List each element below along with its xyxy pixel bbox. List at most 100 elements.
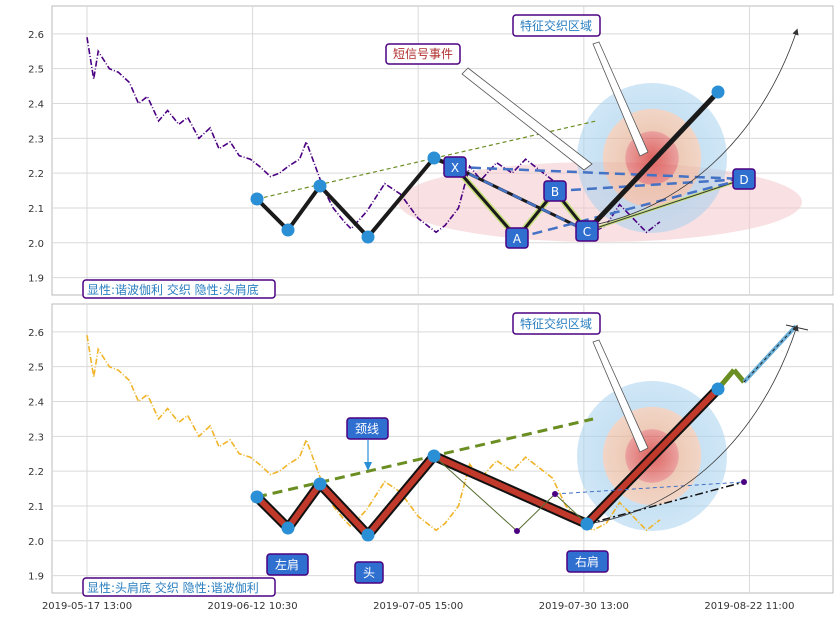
hidden-bd xyxy=(554,481,745,495)
hs-segment xyxy=(432,453,589,527)
xabcd-segment xyxy=(453,166,519,239)
y-tick-label: 1.9 xyxy=(28,572,44,583)
label-left-shoulder: 左肩 xyxy=(266,553,309,576)
target-path-dash xyxy=(743,325,797,383)
pivot-marker xyxy=(711,85,725,99)
x-tick-label: 2019-05-17 13:00 xyxy=(42,601,132,612)
xabcd-ratio-line xyxy=(454,165,588,233)
y-tick-label: 2.1 xyxy=(28,204,44,215)
target-path xyxy=(732,368,746,384)
bottom-pattern-markers xyxy=(250,382,747,542)
pivot-marker xyxy=(313,477,327,491)
hs-segment xyxy=(317,481,371,538)
pt-C-text: C xyxy=(583,225,591,239)
bottom-caption-text: 显性:头肩底 交织 隐性:谐波伽利 xyxy=(87,580,259,595)
zigzag-segment xyxy=(286,184,322,232)
x-tick-label: 2019-07-30 13:00 xyxy=(539,601,629,612)
zigzag-segment xyxy=(255,197,290,232)
label-D: D xyxy=(732,168,756,190)
pivot-marker xyxy=(250,192,264,206)
hs-segment xyxy=(254,494,291,531)
right-shoulder-text: 右肩 xyxy=(575,554,599,569)
top-feature-arrow xyxy=(592,41,649,157)
feature-zone-top-text: 特征交织区域 xyxy=(520,18,592,33)
top-projection-curve xyxy=(587,28,799,227)
pivot-dot xyxy=(741,479,747,485)
pivot-dot xyxy=(514,528,520,534)
label-feature-zone-top: 特征交织区域 xyxy=(512,14,601,37)
label-A: A xyxy=(505,227,529,249)
pivot-marker xyxy=(711,382,725,396)
label-neckline: 颈线 xyxy=(346,417,389,440)
top-short-signal-arrow xyxy=(461,67,593,171)
y-tick-label: 2.2 xyxy=(28,169,44,180)
y-tick-label: 2.3 xyxy=(28,134,44,145)
pivot-marker xyxy=(281,521,295,535)
pivot-marker xyxy=(281,223,295,237)
breakout-segment xyxy=(585,90,720,233)
neckline-text: 颈线 xyxy=(355,422,379,436)
pivot-marker xyxy=(427,151,441,165)
pivot-marker xyxy=(427,449,441,463)
top-pattern-lines xyxy=(255,90,745,240)
x-tick-label: 2019-06-12 10:30 xyxy=(208,601,298,612)
bottom-feature-arrow xyxy=(592,339,649,453)
pivot-marker xyxy=(580,517,594,531)
head-text: 头 xyxy=(363,566,375,580)
pivot-marker xyxy=(361,230,375,244)
label-right-shoulder: 右肩 xyxy=(566,550,609,573)
zigzag-segment xyxy=(366,156,436,239)
hidden-harmonic xyxy=(433,455,518,532)
hidden-harmonic xyxy=(554,493,588,525)
label-top-caption: 显性:谐波伽利 交织 隐性:头肩底 xyxy=(82,279,276,299)
label-head: 头 xyxy=(354,561,384,584)
neckline-dashed xyxy=(256,417,594,499)
pt-A-text: A xyxy=(513,232,522,246)
hs-segment xyxy=(285,482,323,530)
label-feature-zone-bottom: 特征交织区域 xyxy=(512,312,601,335)
y-tick-label: 2.6 xyxy=(28,30,44,41)
y-tick-label: 1.9 xyxy=(28,274,44,285)
label-X: X xyxy=(443,156,467,178)
feature-zone-bottom-text: 特征交织区域 xyxy=(520,316,592,331)
hidden-cd xyxy=(586,481,745,525)
top-panel xyxy=(86,28,802,244)
hs-segment xyxy=(365,454,437,537)
y-tick-label: 2.4 xyxy=(28,99,44,110)
pivot-marker xyxy=(313,179,327,193)
pt-D-text: D xyxy=(739,173,748,187)
top-caption-text: 显性:谐波伽利 交织 隐性:头肩底 xyxy=(87,282,259,297)
hs-segment xyxy=(584,386,721,527)
pt-X-text: X xyxy=(451,161,459,175)
neckline-arrow xyxy=(364,440,372,471)
y-tick-label: 2.0 xyxy=(28,537,44,548)
label-B: B xyxy=(543,180,567,202)
xabcd-ratio-line xyxy=(454,165,745,181)
label-short-signal: 短信号事件 xyxy=(385,43,461,65)
zigzag-segment xyxy=(318,184,370,239)
y-tick-label: 2.4 xyxy=(28,397,44,408)
x-tick-label: 2019-07-05 15:00 xyxy=(373,601,463,612)
y-tick-label: 2.0 xyxy=(28,239,44,250)
y-tick-label: 2.5 xyxy=(28,363,44,374)
y-tick-label: 2.6 xyxy=(28,328,44,339)
bottom-pattern-lines xyxy=(253,324,809,539)
pivot-marker xyxy=(250,490,264,504)
y-tick-label: 2.5 xyxy=(28,65,44,76)
cd-segment xyxy=(586,178,745,232)
axis-ticks: 1.9 2.0 2.1 2.2 2.3 2.4 2.5 2.6 1.9 2.0 2.1 2.2 2.3 2… xyxy=(28,30,794,612)
bottom-projection-curve xyxy=(587,324,799,525)
hidden-harmonic xyxy=(516,493,556,532)
label-C: C xyxy=(575,220,599,242)
x-tick-label: 2019-08-22 11:00 xyxy=(704,601,794,612)
bottom-panel xyxy=(86,324,809,542)
y-tick-label: 2.2 xyxy=(28,467,44,478)
left-shoulder-text: 左肩 xyxy=(275,557,299,572)
y-tick-label: 2.1 xyxy=(28,502,44,513)
pt-B-text: B xyxy=(551,185,559,199)
short-signal-text: 短信号事件 xyxy=(393,47,453,61)
pivot-dot xyxy=(552,491,558,497)
y-tick-label: 2.3 xyxy=(28,432,44,443)
